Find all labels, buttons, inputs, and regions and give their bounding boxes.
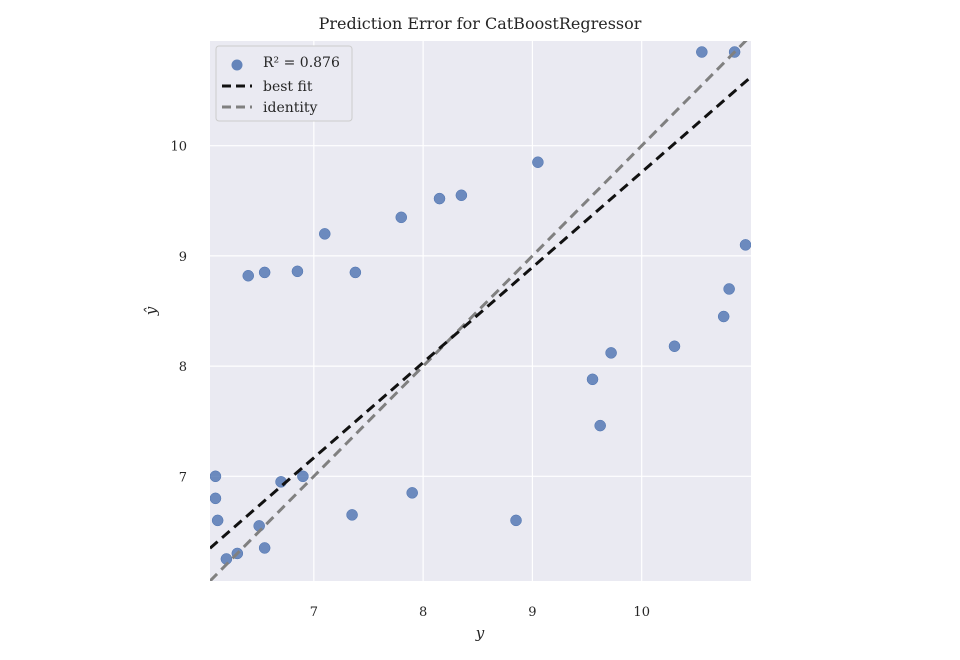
data-point-2 [291,265,304,278]
data-point-26 [297,470,309,483]
data-point-16 [346,509,358,521]
x-tick-label-2: 9 [528,605,536,620]
data-point-17 [406,487,418,499]
best-fit-line [210,75,751,550]
legend-label-identity: identity [263,100,317,116]
data-point-1 [258,266,271,279]
x-axis-label: y [475,624,485,642]
data-point-21 [211,514,224,527]
chart-title: Prediction Error for CatBoostRegressor [319,14,642,33]
data-point-5 [395,211,408,224]
y-tick-label-3: 10 [170,140,187,155]
data-point-18 [258,542,271,554]
data-point-4 [349,266,362,279]
data-point-13 [723,283,735,295]
data-point-10 [605,347,617,359]
legend-label-points: R² = 0.876 [263,55,340,71]
y-axis-label: ŷ [142,306,160,316]
x-tick-label-1: 8 [419,605,427,620]
data-point-8 [586,373,599,386]
legend-label-best-fit: best fit [263,79,313,95]
data-point-3 [319,228,331,240]
y-tick-label-1: 8 [179,360,187,375]
legend-marker-points [231,59,243,71]
x-axis-ticks: 7 8 9 10 [310,605,650,620]
data-point-28 [696,46,708,58]
data-point-0 [242,269,255,282]
legend: R² = 0.876 best fit identity [215,45,353,122]
y-tick-label-2: 9 [179,250,187,265]
y-axis-ticks: 7 8 9 10 [170,140,187,486]
data-point-15 [510,514,522,527]
data-point-6 [433,192,446,205]
data-point-27 [532,156,544,168]
data-point-9 [594,419,606,432]
x-tick-label-0: 7 [310,605,318,620]
y-tick-label-0: 7 [179,470,187,485]
x-tick-label-3: 10 [633,605,650,620]
data-point-11 [668,340,681,353]
grid-lines [210,41,751,581]
data-point-20 [210,492,222,505]
data-point-7 [455,189,468,202]
data-point-19 [210,470,222,483]
data-point-12 [717,310,730,323]
reference-lines [210,41,751,581]
legend-box [215,45,353,122]
data-point-14 [739,239,751,251]
identity-line [210,41,748,581]
